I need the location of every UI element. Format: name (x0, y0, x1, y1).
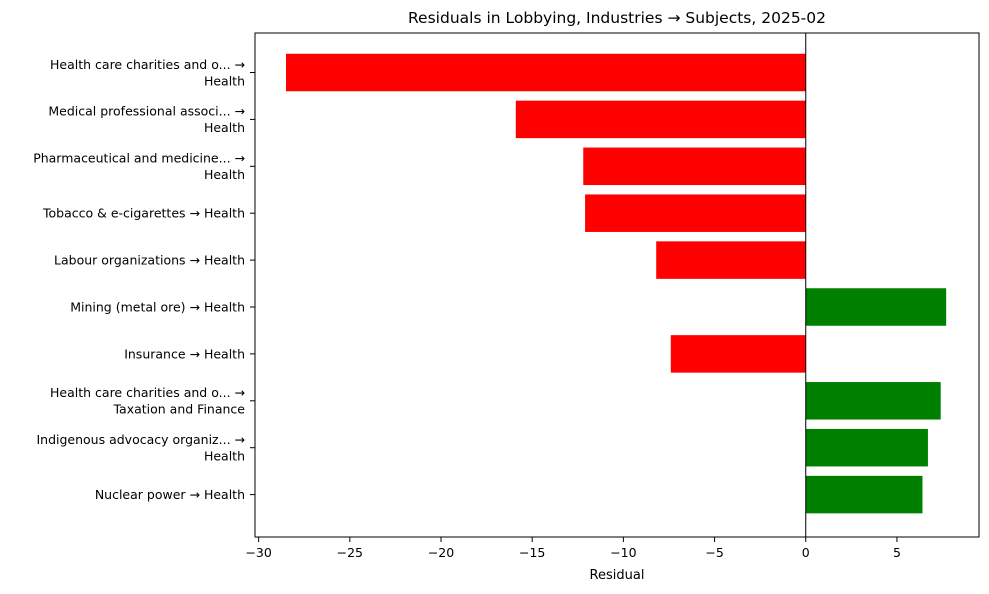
bar-9 (805, 428, 928, 467)
x-tick-label: −25 (337, 545, 363, 560)
y-tick-label: Health care charities and o... → Taxation… (50, 385, 245, 417)
bar-4 (585, 194, 806, 232)
x-tick-label: −20 (428, 545, 454, 560)
chart-title: Residuals in Lobbying, Industries → Subj… (408, 9, 826, 27)
y-tick-label: Labour organizations → Health (54, 253, 245, 268)
y-axis: Health care charities and o... → Health Me… (33, 57, 255, 502)
bar-7 (670, 335, 806, 373)
y-tick-label: Health care charities and o... → Health (50, 57, 245, 89)
y-tick-label: Medical professional associ... → Health (48, 104, 245, 135)
y-tick-label: Mining (metal ore) → Health (70, 300, 245, 315)
bar-10 (805, 475, 923, 514)
x-tick-label: −15 (519, 545, 545, 560)
bars-group (286, 53, 947, 514)
bar-6 (805, 288, 947, 326)
y-tick-label: Indigenous advocacy organiz... → Health (36, 432, 245, 464)
x-axis-label: Residual (590, 568, 645, 583)
bar-2 (515, 100, 806, 139)
y-tick-label: Tobacco & e-cigarettes → Health (42, 206, 245, 221)
x-axis: −30 −25 −20 −15 −10 −5 0 5 (245, 537, 901, 560)
y-tick-label: Insurance → Health (124, 346, 245, 361)
bar-3 (583, 147, 806, 186)
y-tick-label: Nuclear power → Health (95, 487, 245, 502)
x-tick-label: 0 (802, 545, 810, 560)
x-tick-label: −10 (610, 545, 636, 560)
bar-5 (656, 241, 806, 279)
x-tick-label: 5 (893, 545, 901, 560)
plot-frame (254, 32, 980, 538)
plot-border (254, 32, 980, 538)
x-tick-label: −5 (705, 545, 723, 560)
y-tick-label: Pharmaceutical and medicine... → Health (33, 151, 245, 183)
x-tick-label: −30 (245, 545, 271, 560)
bar-1 (286, 53, 806, 92)
bar-8 (805, 382, 941, 420)
